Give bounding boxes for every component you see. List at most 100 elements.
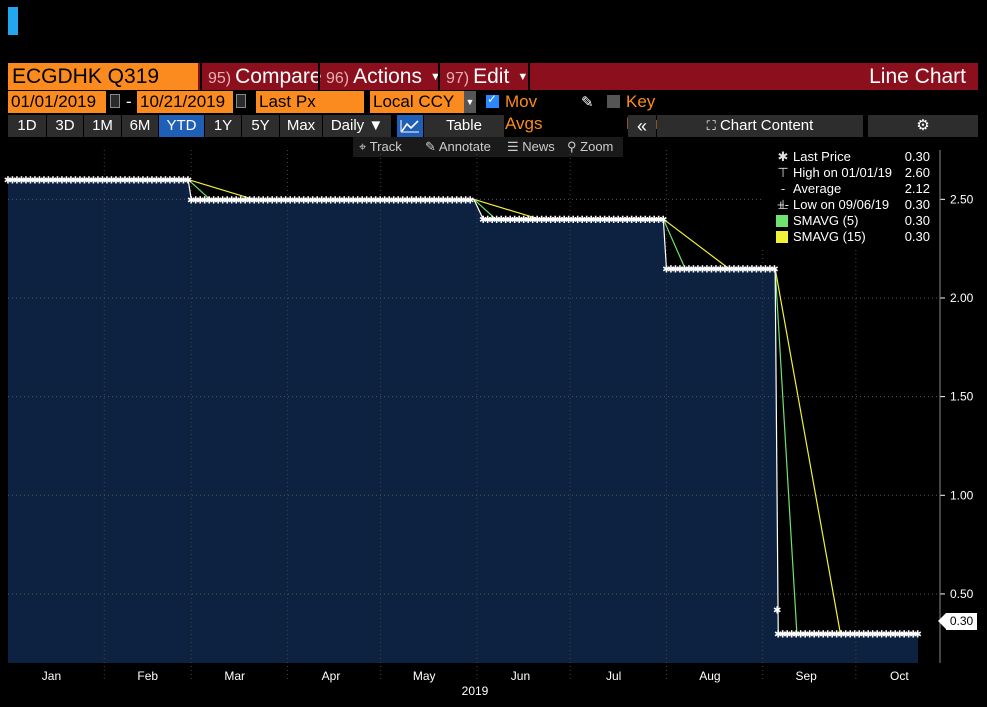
price-marker: ✱	[273, 195, 281, 206]
legend-sma5[interactable]: SMAVG (5) 0.30	[762, 213, 938, 229]
price-marker: ✱	[887, 629, 895, 640]
calendar-icon[interactable]	[110, 94, 120, 108]
price-marker: ✱	[426, 195, 434, 206]
price-marker: ✱	[241, 195, 249, 206]
mov-avgs-label[interactable]: Mov Avgs	[505, 92, 543, 133]
price-marker: ✱	[94, 176, 102, 187]
period-1m[interactable]: 1M	[84, 115, 121, 137]
price-marker: ✱	[246, 195, 254, 206]
field-select[interactable]: Last Px	[256, 91, 364, 113]
chevron-down-icon[interactable]: ▼	[464, 91, 476, 113]
compare-label: Compare	[235, 65, 322, 88]
period-ytd[interactable]: YTD	[159, 115, 204, 137]
price-marker: ✱	[268, 195, 276, 206]
price-marker: ✱	[125, 176, 133, 187]
price-marker: ✱	[752, 264, 760, 275]
price-marker: ✱	[774, 629, 782, 640]
chart-tools: ⌖ Track ✎ Annotate ☰ News ⚲ Zoom	[353, 137, 623, 157]
calendar-icon[interactable]	[236, 94, 246, 108]
price-marker: ✱	[121, 176, 129, 187]
annotate-tool[interactable]: ✎ Annotate	[425, 137, 491, 157]
price-marker: ✱	[237, 195, 245, 206]
price-marker: ✱	[179, 176, 187, 187]
legend-high: ⊤ High on 01/01/19 2.60	[762, 165, 938, 181]
price-marker: ✱	[779, 629, 787, 640]
key-events-checkbox[interactable]	[607, 95, 620, 108]
price-marker: ✱	[157, 176, 165, 187]
price-marker: ✱	[641, 215, 649, 226]
period-3d[interactable]: 3D	[47, 115, 83, 137]
price-marker: ✱	[797, 629, 805, 640]
price-marker: ✱	[4, 176, 12, 187]
price-marker: ✱	[130, 176, 138, 187]
compare-button[interactable]: 95) Compare	[200, 63, 322, 90]
price-marker: ✱	[13, 176, 21, 187]
period-6m[interactable]: 6M	[122, 115, 158, 137]
price-marker: ✱	[152, 176, 160, 187]
period-1d[interactable]: 1D	[8, 115, 46, 137]
line-chart-toggle[interactable]	[397, 115, 423, 137]
actions-label: Actions	[353, 65, 422, 88]
currency-select[interactable]: Local CCY	[370, 91, 464, 113]
price-marker: ✱	[855, 629, 863, 640]
price-marker: ✱	[264, 195, 272, 206]
price-marker: ✱	[528, 215, 536, 226]
news-tool[interactable]: ☰ News	[507, 137, 555, 157]
price-marker: ✱	[851, 629, 859, 640]
price-marker: ✱	[546, 215, 554, 226]
price-marker: ✱	[35, 176, 43, 187]
sma5-swatch	[776, 215, 788, 227]
chevron-down-icon: ▼	[517, 70, 529, 83]
x-tick-label: Mar	[224, 669, 245, 683]
price-marker: ✱	[116, 176, 124, 187]
collapse-icon[interactable]: «	[628, 115, 656, 137]
price-marker: ✱	[680, 264, 688, 275]
magnifier-icon: ⚲	[567, 139, 577, 154]
price-marker: ✱	[358, 195, 366, 206]
price-marker: ✱	[712, 264, 720, 275]
price-marker: ✱	[537, 215, 545, 226]
price-marker: ✱	[905, 629, 913, 640]
x-tick-label: Aug	[699, 669, 720, 683]
line-chart-icon	[400, 120, 419, 133]
price-marker: ✱	[761, 264, 769, 275]
price-marker: ✱	[501, 215, 509, 226]
mov-avgs-checkbox[interactable]	[486, 92, 499, 108]
track-tool[interactable]: ⌖ Track	[359, 137, 402, 157]
legend-sma15[interactable]: SMAVG (15) 0.30	[762, 229, 938, 245]
price-marker: ✱	[453, 195, 461, 206]
start-date-field[interactable]: 01/01/2019	[8, 91, 106, 113]
table-button[interactable]: Table	[424, 115, 504, 137]
price-marker: ✱	[623, 215, 631, 226]
price-marker: ✱	[148, 176, 156, 187]
price-marker: ✱	[259, 195, 267, 206]
price-marker: ✱	[659, 215, 667, 226]
period-5y[interactable]: 5Y	[242, 115, 279, 137]
price-marker: ✱	[345, 195, 353, 206]
price-marker: ✱	[71, 176, 79, 187]
chart-content-label: Chart Content	[719, 117, 814, 134]
frequency-dropdown[interactable]: Daily ▼	[323, 115, 391, 137]
x-tick-label: Jul	[606, 669, 621, 683]
divider	[528, 63, 530, 90]
pencil-icon[interactable]: ✎	[581, 94, 594, 111]
period-max[interactable]: Max	[280, 115, 322, 137]
price-marker: ✱	[381, 195, 389, 206]
price-marker: ✱	[582, 215, 590, 226]
price-marker: ✱	[417, 195, 425, 206]
edit-button[interactable]: 97) Edit ▼	[438, 63, 528, 90]
period-toolbar: 1D 3D 1M 6M YTD 1Y 5Y Max Daily ▼ Table …	[8, 115, 978, 137]
price-marker: ✱	[363, 195, 371, 206]
chart-content-button[interactable]: ⛶ Chart Content	[657, 115, 863, 137]
price-marker: ✱	[175, 176, 183, 187]
legend-low: ⊥ Low on 09/06/19 0.30	[762, 197, 938, 213]
settings-button[interactable]: ⚙	[868, 115, 978, 137]
end-date-field[interactable]: 10/21/2019	[137, 91, 233, 113]
period-1y[interactable]: 1Y	[205, 115, 241, 137]
zoom-tool[interactable]: ⚲ Zoom	[567, 137, 613, 157]
price-marker: ✱	[448, 195, 456, 206]
price-marker: ✱	[506, 215, 514, 226]
price-marker: ✱	[609, 215, 617, 226]
actions-button[interactable]: 96) Actions ▼	[318, 63, 441, 90]
